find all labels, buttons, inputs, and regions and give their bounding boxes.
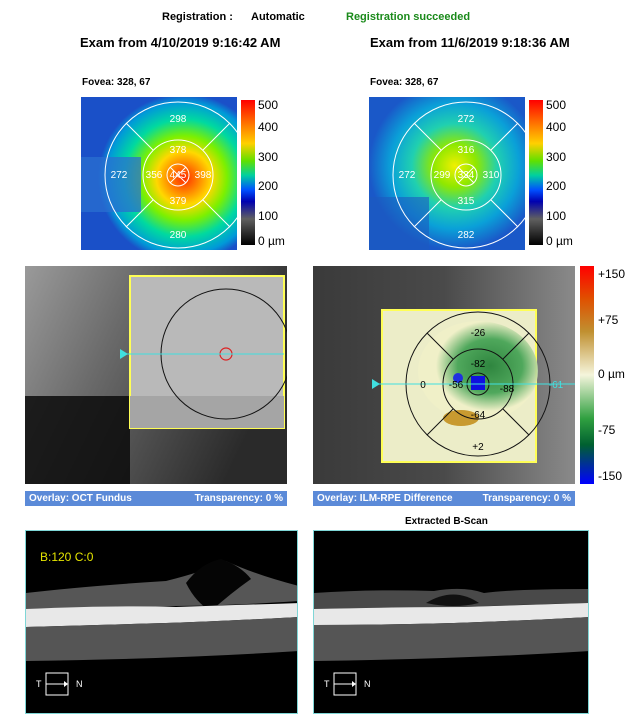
fundus-overlay-left[interactable] [25,266,287,484]
left-inner-left: 356 [146,170,163,181]
transparency-right[interactable]: Transparency: 0 % [482,493,571,504]
scale-label: 300 [258,150,279,164]
right-center: 334 [458,170,475,181]
overlay-label-left: Overlay: OCT Fundus [29,493,132,504]
registration-mode: Automatic [251,11,305,23]
bscan-title: Extracted B-Scan [405,516,488,527]
scale-label: 300 [546,150,567,164]
exam-right-title: Exam from 11/6/2019 9:18:36 AM [370,35,570,50]
transparency-left[interactable]: Transparency: 0 % [194,493,283,504]
scale-label: 500 [546,98,567,112]
diff-bottom: +2 [472,442,484,453]
scale-label: 400 [546,120,567,134]
diff-scale-label: -75 [598,423,616,437]
left-center: 445 [170,170,187,181]
diff-scale-label: -150 [598,469,623,483]
overlay-label-right: Overlay: ILM-RPE Difference [317,493,453,504]
scale-label: 100 [258,209,279,223]
diff-left: 0 [420,380,426,391]
right-outer-bottom: 282 [458,230,475,241]
thickness-map-right[interactable]: 272 272 282 316 299 310 315 334 [369,97,525,250]
scale-label: 0 µm [546,234,573,248]
registration-status: Registration succeeded [346,11,471,23]
right-inner-top: 316 [458,145,475,156]
overlay-bar-right[interactable]: Overlay: ILM-RPE Difference Transparency… [313,491,575,506]
left-outer-top: 298 [170,114,187,125]
diff-top: -26 [471,328,486,339]
bscan-right-t: T [324,679,330,689]
exam-left-title: Exam from 4/10/2019 9:16:42 AM [80,35,281,50]
left-outer-bottom: 280 [170,230,187,241]
diff-inner-right: -88 [500,384,515,395]
bscan-left-n: N [76,679,83,689]
overlay-bar-left[interactable]: Overlay: OCT Fundus Transparency: 0 % [25,491,287,506]
right-inner-right: 310 [483,170,500,181]
diff-inner-left: -56 [449,380,464,391]
scale-label: 200 [258,179,279,193]
scale-label: 100 [546,209,567,223]
left-outer-left: 272 [111,170,128,181]
diff-scale-label: 0 µm [598,367,625,381]
difference-colorbar [580,266,594,484]
left-inner-right: 398 [195,170,212,181]
diff-right-edge: -61 [549,380,564,391]
diff-inner-top: -82 [471,359,486,370]
right-inner-left: 299 [434,170,451,181]
bscan-left[interactable]: B:120 C:0 T N [25,530,298,714]
fovea-left: Fovea: 328, 67 [82,77,151,88]
scale-label: 200 [546,179,567,193]
registration-label: Registration : [162,11,233,23]
left-inner-bottom: 379 [170,196,187,207]
scale-label: 400 [258,120,279,134]
difference-overlay-right[interactable]: -26 -82 0 -56 -88 -64 +2 -61 [313,266,575,484]
right-outer-left: 272 [399,170,416,181]
left-inner-top: 378 [170,145,187,156]
diff-scale-label: +75 [598,313,619,327]
scale-label: 500 [258,98,279,112]
bscan-left-t: T [36,679,42,689]
bscan-right-n: N [364,679,371,689]
scale-label: 0 µm [258,234,285,248]
diff-scale-label: +150 [598,267,626,281]
diff-inner-bottom: -64 [471,410,486,421]
thickness-map-left[interactable]: 298 272 280 378 356 398 379 445 [81,97,237,250]
bscan-right[interactable]: T N [313,530,589,714]
thickness-colorbar-right [529,100,543,245]
right-outer-top: 272 [458,114,475,125]
right-inner-bottom: 315 [458,196,475,207]
fovea-right: Fovea: 328, 67 [370,77,439,88]
bscan-left-label: B:120 C:0 [40,550,94,564]
thickness-colorbar-left [241,100,255,245]
